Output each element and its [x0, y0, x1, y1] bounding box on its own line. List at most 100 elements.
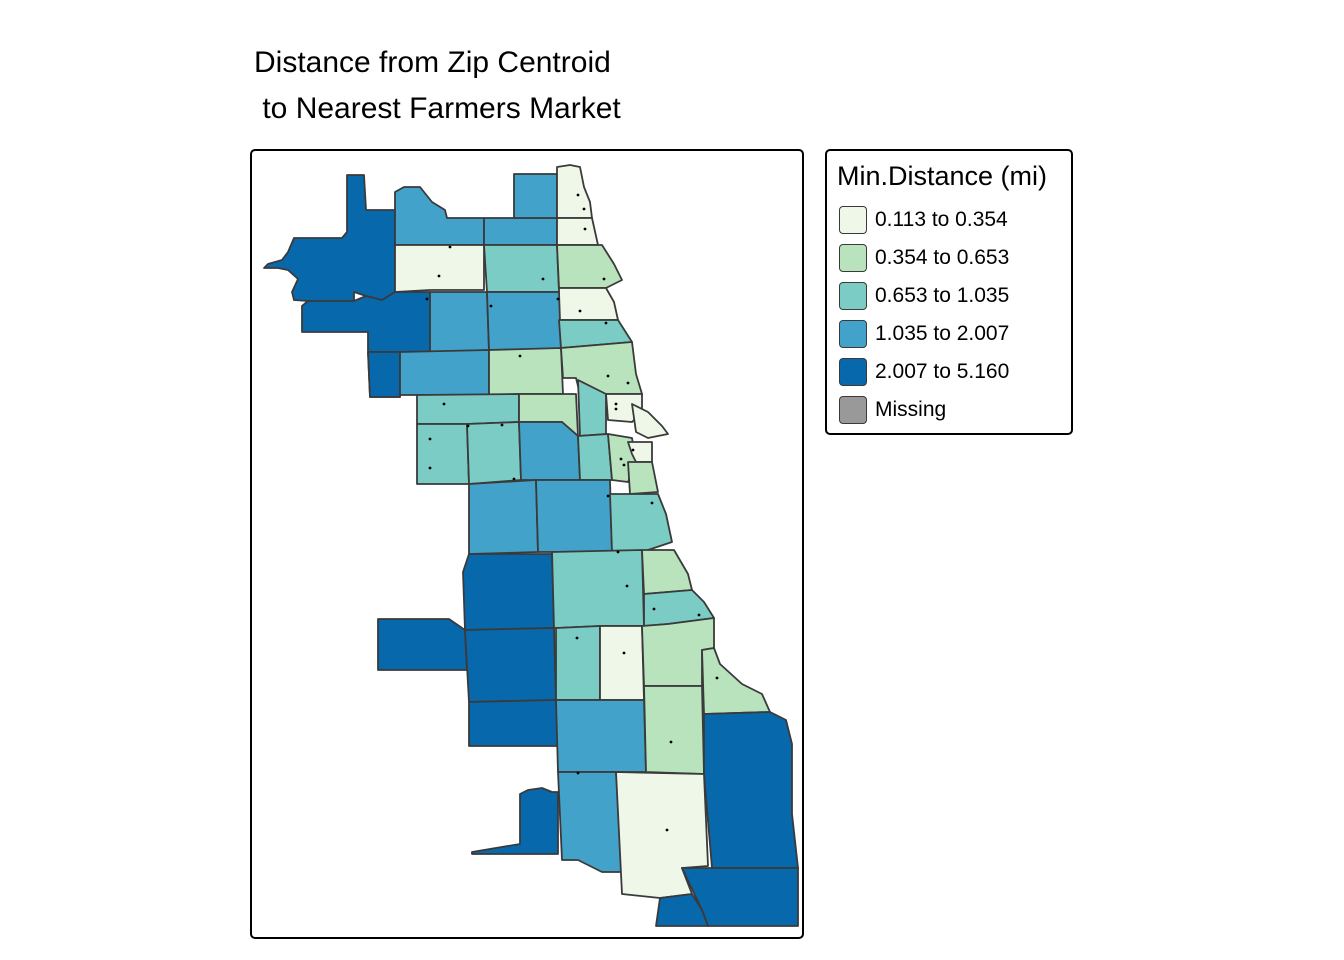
market-point	[606, 374, 610, 378]
zip-region-far-south-mid	[555, 699, 647, 773]
legend-item: 0.653 to 1.035	[839, 280, 1009, 312]
zip-region-south-central-1	[551, 549, 645, 629]
market-point	[541, 277, 545, 281]
legend-swatch	[839, 320, 867, 348]
legend-item: 0.113 to 0.354	[839, 204, 1008, 236]
market-point	[602, 277, 606, 281]
market-point	[556, 297, 560, 301]
market-point	[650, 501, 654, 505]
market-point	[625, 584, 629, 588]
market-point	[518, 354, 522, 358]
market-point	[697, 613, 701, 617]
zip-region-south-loop	[627, 461, 659, 495]
zip-region-south-1	[464, 627, 557, 703]
market-point	[583, 227, 587, 231]
zip-region-north-top	[513, 173, 558, 219]
legend-label: 0.354 to 0.653	[875, 246, 1010, 269]
zip-region-far-southwest-notch	[471, 787, 559, 855]
zip-region-hyde-park	[641, 549, 693, 595]
zip-region-loop-1	[577, 433, 613, 481]
zip-region-north-west-1	[394, 186, 485, 246]
market-point	[448, 245, 452, 249]
zip-region-garfield	[462, 553, 555, 631]
market-point	[437, 274, 441, 278]
zip-region-west-lower-1	[416, 423, 470, 485]
map-panel	[250, 149, 804, 939]
choropleth-map	[263, 164, 799, 927]
market-point	[576, 771, 580, 775]
market-point	[622, 463, 626, 467]
zip-region-far-northwest	[263, 174, 396, 302]
zip-region-west-lower-2	[466, 421, 522, 485]
legend-title: Min.Distance (mi)	[837, 161, 1048, 191]
zip-region-south-3	[599, 625, 645, 701]
market-point	[575, 636, 579, 640]
zip-region-north-coast-3	[556, 244, 623, 289]
zip-region-north-coast-1	[556, 164, 593, 219]
legend-swatch	[839, 358, 867, 386]
market-point	[626, 381, 630, 385]
zip-region-far-south-bottom-2	[655, 893, 709, 927]
legend-label: 1.035 to 2.007	[875, 322, 1010, 345]
legend-swatch	[839, 282, 867, 310]
market-point	[576, 193, 580, 197]
legend-label: 2.007 to 5.160	[875, 360, 1010, 383]
zip-region-near-north-3	[631, 403, 669, 439]
market-point	[715, 676, 719, 680]
legend-label: 0.653 to 1.035	[875, 284, 1010, 307]
zip-region-west-side-a	[367, 351, 401, 398]
legend-item: 2.007 to 5.160	[839, 356, 1009, 388]
zip-region-bronzeville	[609, 493, 673, 553]
zip-region-north-mid-1	[394, 244, 485, 293]
market-point	[665, 828, 669, 832]
legend: Min.Distance (mi) 0.113 to 0.354 0.354 to…	[825, 149, 1073, 435]
zip-region-west-lower-3	[518, 421, 581, 481]
market-point	[614, 402, 618, 406]
zip-region-far-south-3	[615, 771, 709, 899]
market-point	[669, 740, 673, 744]
zip-region-north-mid-2	[483, 244, 560, 293]
market-point	[614, 407, 618, 411]
market-point	[442, 402, 446, 406]
market-point	[489, 304, 493, 308]
zip-region-far-south-2	[557, 771, 623, 873]
zip-region-north-mid-3	[558, 287, 619, 321]
legend-swatch	[839, 244, 867, 272]
market-point	[622, 651, 626, 655]
zip-region-south-shore	[701, 647, 771, 715]
market-point	[578, 309, 582, 313]
zip-region-far-south-east	[643, 685, 705, 775]
legend-item: Missing	[839, 394, 946, 426]
market-point	[652, 607, 656, 611]
market-point	[500, 423, 504, 427]
zip-region-north-west-2	[483, 217, 558, 246]
market-point	[512, 477, 516, 481]
market-point	[425, 297, 429, 301]
market-point	[604, 321, 608, 325]
zip-region-southeast-large	[703, 711, 799, 869]
market-point	[606, 494, 610, 498]
market-point	[428, 466, 432, 470]
market-point	[619, 457, 623, 461]
market-point	[428, 437, 432, 441]
legend-item: 1.035 to 2.007	[839, 318, 1009, 350]
zip-region-north-coast-2	[556, 217, 599, 246]
legend-label: Missing	[875, 398, 947, 421]
zip-region-southwest-1	[468, 479, 539, 555]
zip-region-nw-inner-1	[429, 291, 490, 353]
zip-region-nw-inner-2	[486, 291, 562, 351]
zip-region-southwest-2	[535, 479, 613, 553]
legend-swatch	[839, 206, 867, 234]
market-point	[616, 550, 620, 554]
zip-region-garfield-west	[377, 618, 468, 671]
market-point	[631, 448, 635, 452]
legend-item: 0.354 to 0.653	[839, 242, 1009, 274]
legend-label: 0.113 to 0.354	[875, 208, 1008, 231]
zip-region-west-side-b	[399, 349, 490, 396]
zip-region-center-north	[488, 347, 564, 396]
market-point	[582, 207, 586, 211]
legend-swatch	[839, 396, 867, 424]
map-title: Distance from Zip Centroid to Nearest Fa…	[254, 46, 621, 125]
market-point	[466, 424, 470, 428]
zip-region-west-mid-1	[416, 393, 520, 425]
